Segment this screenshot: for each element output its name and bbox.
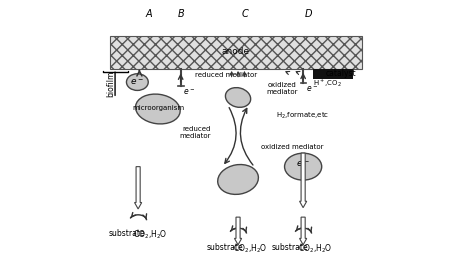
Text: oxidized
mediator: oxidized mediator [266, 82, 298, 95]
Text: D: D [305, 9, 312, 19]
Text: anode: anode [222, 47, 250, 56]
Text: CO$_2$,H$_2$O: CO$_2$,H$_2$O [233, 243, 267, 255]
Text: reduced
mediator: reduced mediator [179, 126, 211, 139]
Text: catalyst: catalyst [326, 69, 356, 78]
Text: H$_2$,formate,etc: H$_2$,formate,etc [277, 110, 330, 120]
Text: CO$_2$,H$_2$O: CO$_2$,H$_2$O [298, 243, 333, 255]
Text: CO$_2$,H$_2$O: CO$_2$,H$_2$O [133, 228, 168, 241]
Text: $e^-$: $e^-$ [130, 77, 144, 87]
Polygon shape [235, 217, 242, 245]
Polygon shape [135, 167, 142, 209]
Ellipse shape [135, 94, 180, 124]
Ellipse shape [285, 153, 322, 180]
Bar [313, 69, 354, 79]
Text: microorganism: microorganism [133, 105, 185, 111]
Text: oxidized mediator: oxidized mediator [261, 145, 324, 150]
Text: H$^+$,CO$_2$: H$^+$,CO$_2$ [313, 78, 342, 89]
Polygon shape [300, 153, 307, 208]
Text: $e^-$: $e^-$ [183, 88, 195, 97]
Text: $e^-$: $e^-$ [306, 85, 318, 94]
Text: A: A [145, 9, 152, 19]
Text: substrate: substrate [206, 243, 243, 252]
Ellipse shape [218, 164, 258, 195]
Text: reduced mediator: reduced mediator [195, 72, 257, 78]
Bar [110, 36, 362, 69]
Ellipse shape [126, 74, 148, 90]
Text: biofilm: biofilm [106, 70, 115, 97]
Text: substrate: substrate [271, 243, 308, 252]
Text: C: C [242, 9, 248, 19]
Polygon shape [300, 217, 307, 245]
Text: $e^-$: $e^-$ [296, 160, 310, 169]
Text: substrate: substrate [109, 229, 145, 238]
Ellipse shape [226, 88, 251, 107]
Text: B: B [177, 9, 184, 19]
